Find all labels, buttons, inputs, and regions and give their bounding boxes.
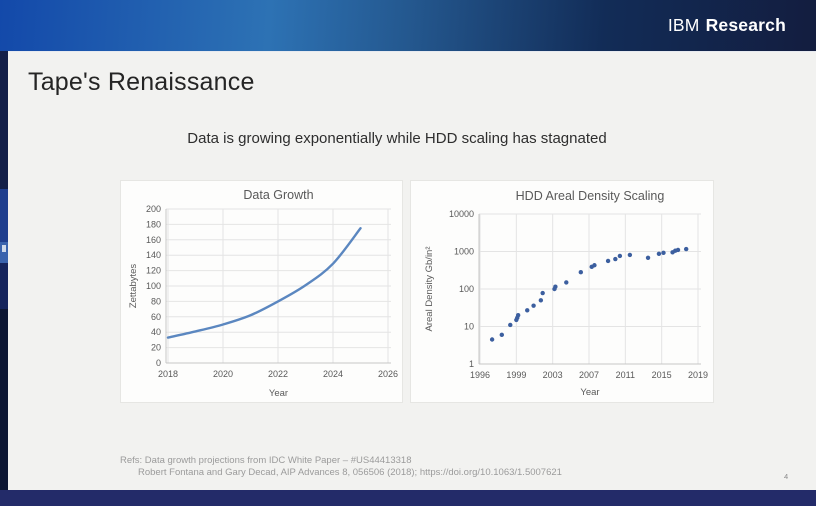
- left-edge-fragment: [0, 309, 8, 490]
- svg-text:1996: 1996: [470, 370, 490, 380]
- reference-line-1: Refs: Data growth projections from IDC W…: [120, 455, 412, 466]
- svg-text:2007: 2007: [579, 370, 599, 380]
- svg-text:Year: Year: [580, 387, 599, 398]
- svg-text:120: 120: [146, 266, 161, 276]
- svg-text:160: 160: [146, 235, 161, 245]
- svg-text:1000: 1000: [454, 247, 474, 257]
- left-edge-fragment: [0, 242, 8, 263]
- svg-text:Year: Year: [269, 388, 288, 399]
- slide-subtitle: Data is growing exponentially while HDD …: [187, 130, 607, 147]
- references-text: Refs: Data growth projections from IDC W…: [120, 455, 562, 479]
- reference-line-2: Robert Fontana and Gary Decad, AIP Advan…: [138, 467, 562, 478]
- svg-text:10000: 10000: [449, 209, 474, 219]
- svg-text:1999: 1999: [506, 370, 526, 380]
- svg-text:Zettabytes: Zettabytes: [128, 264, 139, 309]
- left-edge-bar: [0, 51, 8, 490]
- svg-text:HDD Areal Density Scaling: HDD Areal Density Scaling: [516, 189, 665, 203]
- svg-text:0: 0: [156, 358, 161, 368]
- slide-canvas: Tape's Renaissance Data is growing expon…: [8, 51, 816, 490]
- page-number: 4: [784, 472, 789, 481]
- svg-text:2020: 2020: [213, 369, 233, 379]
- svg-text:2022: 2022: [268, 369, 288, 379]
- data-growth-chart-panel: 0 20 40 60 80 100 120 140 160 180 200 2018 2020 2022 2…: [120, 180, 403, 403]
- svg-text:Data Growth: Data Growth: [243, 188, 313, 202]
- svg-text:2026: 2026: [378, 369, 398, 379]
- research-wordmark: Research: [705, 15, 786, 35]
- svg-text:100: 100: [459, 284, 474, 294]
- svg-text:100: 100: [146, 281, 161, 291]
- svg-text:2019: 2019: [688, 370, 708, 380]
- svg-text:2024: 2024: [323, 369, 343, 379]
- data-growth-chart: 0 20 40 60 80 100 120 140 160 180 200 2018 2020 2022 2…: [128, 188, 398, 399]
- ibm-header-bar: IBM Research: [0, 0, 816, 51]
- ibm-research-logo: IBM Research: [668, 0, 786, 51]
- svg-text:2003: 2003: [543, 370, 563, 380]
- svg-text:2018: 2018: [158, 369, 178, 379]
- left-edge-fragment: [2, 245, 6, 252]
- svg-text:2011: 2011: [616, 370, 635, 380]
- left-edge-fragment: [0, 189, 8, 242]
- svg-text:180: 180: [146, 219, 161, 229]
- svg-text:10: 10: [464, 322, 474, 332]
- svg-text:1: 1: [469, 359, 474, 369]
- ibm-wordmark: IBM: [667, 15, 700, 35]
- svg-text:Areal Density Gb/in²: Areal Density Gb/in²: [424, 246, 435, 331]
- svg-text:140: 140: [146, 250, 161, 260]
- svg-text:200: 200: [146, 204, 161, 214]
- hdd-areal-density-chart-panel: 1 10 100 1000 10000 1996 1999 2003 2007 2011 2015 2…: [410, 180, 714, 403]
- svg-text:60: 60: [151, 312, 161, 322]
- bottom-edge-bar: [0, 490, 816, 506]
- svg-text:2015: 2015: [652, 370, 672, 380]
- hdd-areal-density-chart: 1 10 100 1000 10000 1996 1999 2003 2007 2011 2015 2…: [424, 189, 708, 398]
- svg-text:80: 80: [151, 296, 161, 306]
- svg-text:40: 40: [151, 327, 161, 337]
- slide-title: Tape's Renaissance: [28, 68, 255, 96]
- left-edge-fragment: [0, 263, 8, 309]
- svg-text:20: 20: [151, 343, 161, 353]
